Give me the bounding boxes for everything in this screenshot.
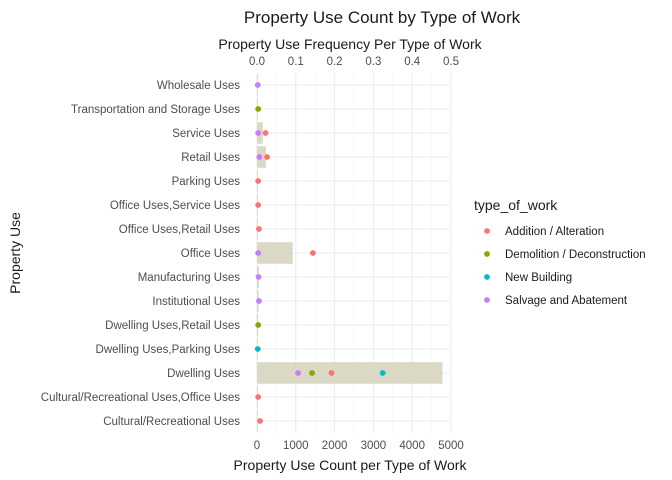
legend-key [484,297,490,303]
count-point [254,82,261,88]
y-tick-label: Service Uses [172,128,240,140]
bottom-x-tick-labels: 0 1000 2000 3000 4000 5000 [254,440,464,452]
top-x-tick-labels: 0.0 0.1 0.2 0.3 0.4 0.5 [249,56,459,68]
count-point [255,322,262,328]
legend-key [484,274,490,280]
count-point [255,274,262,280]
y-tick-label: Retail Uses [181,152,240,164]
y-tick-label: Dwelling Uses,Parking Uses [96,344,241,356]
y-tick-label: Dwelling Uses [167,368,240,380]
bottom-x-tick-label: 3000 [361,440,387,452]
legend-label: Addition / Alteration [505,226,604,238]
count-point [309,250,316,256]
top-x-tick-label: 0.1 [288,56,304,68]
count-point [328,370,335,376]
top-x-tick-label: 0.3 [365,56,381,68]
count-point [255,250,262,256]
y-tick-labels: Cultural/Recreational Uses Cultural/Recre… [41,80,240,428]
y-tick-label: Manufacturing Uses [138,272,241,284]
count-point [256,154,263,160]
count-points [254,82,386,424]
bottom-x-tick-label: 5000 [438,440,464,452]
y-tick-label: Cultural/Recreational Uses,Office Uses [41,392,240,404]
y-axis-title: Property Use [7,212,23,294]
count-point [255,178,262,184]
y-tick-label: Cultural/Recreational Uses [103,416,240,428]
count-point [309,370,315,376]
legend-key [484,228,490,234]
y-tick-label: Office Uses,Retail Uses [119,224,240,236]
chart-title: Property Use Count by Type of Work [244,8,521,27]
count-point [295,370,302,376]
bottom-x-tick-label: 1000 [283,440,309,452]
count-point [255,202,262,208]
legend-label: Demolition / Deconstruction [505,249,646,261]
y-tick-label: Wholesale Uses [157,80,240,92]
top-x-tick-label: 0.2 [327,56,343,68]
top-x-tick-label: 0.0 [249,56,265,68]
y-tick-label: Parking Uses [172,176,241,188]
legend: type_of_work Addition / Alteration Demoli… [474,197,646,307]
top-axis-title: Property Use Frequency Per Type of Work [218,36,482,52]
legend-label: New Building [505,272,572,284]
y-tick-label: Transportation and Storage Uses [71,104,240,116]
count-point [256,298,262,304]
legend-label: Salvage and Abatement [505,295,628,307]
frequency-bar [257,242,293,264]
y-tick-label: Institutional Uses [152,296,240,308]
count-point [257,418,264,424]
bottom-x-tick-label: 4000 [399,440,425,452]
y-tick-label: Office Uses,Service Uses [110,200,240,212]
top-x-tick-label: 0.5 [443,56,459,68]
x-axis-title: Property Use Count per Type of Work [234,457,468,473]
frequency-bar [257,362,443,384]
count-point [262,130,269,136]
legend-title: type_of_work [474,197,558,213]
y-tick-label: Office Uses [181,248,240,260]
count-point [255,130,262,136]
y-tick-label: Dwelling Uses,Retail Uses [105,320,240,332]
count-point [255,394,262,400]
legend-key [484,251,490,257]
bottom-x-tick-label: 0 [254,440,260,452]
count-point [256,226,262,232]
count-point [255,106,262,112]
top-x-tick-label: 0.4 [404,56,421,68]
bottom-x-tick-label: 2000 [322,440,348,452]
count-point [379,370,386,376]
count-point [254,346,261,352]
count-point [264,154,270,160]
